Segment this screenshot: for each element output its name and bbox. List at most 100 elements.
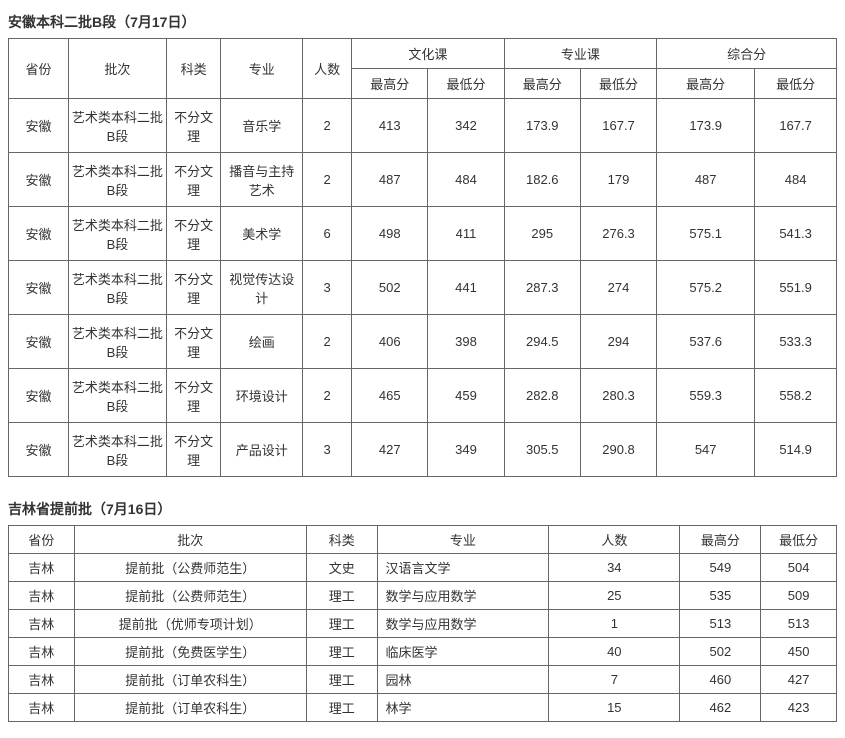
anhui-table: 省份 批次 科类 专业 人数 文化课 专业课 综合分 最高分 最低分 最高分 最…: [8, 38, 837, 477]
cell-count: 40: [549, 638, 680, 666]
cell-province: 安徽: [9, 261, 69, 315]
cell-major: 数学与应用数学: [377, 610, 549, 638]
cell-category: 文史: [306, 554, 377, 582]
cell-professional-max: 294.5: [504, 315, 580, 369]
table-row: 吉林提前批（订单农科生）理工园林7460427: [9, 666, 837, 694]
cell-min: 450: [761, 638, 837, 666]
cell-max: 502: [680, 638, 761, 666]
cell-batch: 艺术类本科二批B段: [68, 153, 166, 207]
header-culture-max: 最高分: [352, 69, 428, 99]
cell-culture-min: 349: [428, 423, 504, 477]
cell-major: 数学与应用数学: [377, 582, 549, 610]
header-batch: 批次: [74, 526, 306, 554]
cell-culture-max: 487: [352, 153, 428, 207]
header-culture-min: 最低分: [428, 69, 504, 99]
cell-professional-min: 294: [580, 315, 656, 369]
cell-batch: 艺术类本科二批B段: [68, 261, 166, 315]
cell-category: 不分文理: [166, 423, 220, 477]
cell-professional-min: 290.8: [580, 423, 656, 477]
cell-province: 安徽: [9, 315, 69, 369]
table-body: 安徽艺术类本科二批B段不分文理音乐学2413342173.9167.7173.9…: [9, 99, 837, 477]
header-culture-group: 文化课: [352, 39, 505, 69]
cell-batch: 提前批（公费师范生）: [74, 582, 306, 610]
cell-culture-max: 427: [352, 423, 428, 477]
jilin-table: 省份 批次 科类 专业 人数 最高分 最低分 吉林提前批（公费师范生）文史汉语言…: [8, 525, 837, 722]
header-professional-min: 最低分: [580, 69, 656, 99]
cell-category: 理工: [306, 638, 377, 666]
cell-culture-max: 413: [352, 99, 428, 153]
cell-composite-min: 558.2: [755, 369, 837, 423]
cell-province: 吉林: [9, 554, 75, 582]
header-min: 最低分: [761, 526, 837, 554]
cell-count: 3: [303, 261, 352, 315]
cell-category: 不分文理: [166, 369, 220, 423]
cell-category: 不分文理: [166, 315, 220, 369]
cell-batch: 艺术类本科二批B段: [68, 369, 166, 423]
cell-composite-max: 547: [657, 423, 755, 477]
header-composite-group: 综合分: [657, 39, 837, 69]
header-province: 省份: [9, 526, 75, 554]
table-row: 吉林提前批（公费师范生）理工数学与应用数学25535509: [9, 582, 837, 610]
table-body: 吉林提前批（公费师范生）文史汉语言文学34549504吉林提前批（公费师范生）理…: [9, 554, 837, 722]
cell-count: 7: [549, 666, 680, 694]
cell-max: 535: [680, 582, 761, 610]
table-header: 省份 批次 科类 专业 人数 最高分 最低分: [9, 526, 837, 554]
cell-province: 安徽: [9, 207, 69, 261]
header-professional-max: 最高分: [504, 69, 580, 99]
cell-major: 产品设计: [221, 423, 303, 477]
cell-province: 安徽: [9, 423, 69, 477]
cell-composite-max: 575.1: [657, 207, 755, 261]
header-province: 省份: [9, 39, 69, 99]
cell-culture-min: 459: [428, 369, 504, 423]
header-max: 最高分: [680, 526, 761, 554]
cell-batch: 艺术类本科二批B段: [68, 315, 166, 369]
cell-professional-max: 305.5: [504, 423, 580, 477]
cell-count: 2: [303, 153, 352, 207]
cell-count: 1: [549, 610, 680, 638]
table-row: 安徽艺术类本科二批B段不分文理播音与主持艺术2487484182.6179487…: [9, 153, 837, 207]
cell-count: 3: [303, 423, 352, 477]
cell-culture-max: 502: [352, 261, 428, 315]
cell-category: 不分文理: [166, 99, 220, 153]
cell-composite-min: 541.3: [755, 207, 837, 261]
cell-major: 环境设计: [221, 369, 303, 423]
cell-category: 不分文理: [166, 207, 220, 261]
header-batch: 批次: [68, 39, 166, 99]
cell-category: 理工: [306, 610, 377, 638]
cell-batch: 艺术类本科二批B段: [68, 207, 166, 261]
cell-count: 15: [549, 694, 680, 722]
table-row: 安徽艺术类本科二批B段不分文理美术学6498411295276.3575.154…: [9, 207, 837, 261]
cell-min: 504: [761, 554, 837, 582]
cell-batch: 艺术类本科二批B段: [68, 423, 166, 477]
cell-major: 视觉传达设计: [221, 261, 303, 315]
cell-culture-max: 465: [352, 369, 428, 423]
header-category: 科类: [166, 39, 220, 99]
cell-professional-max: 173.9: [504, 99, 580, 153]
cell-composite-min: 514.9: [755, 423, 837, 477]
cell-province: 吉林: [9, 582, 75, 610]
cell-province: 安徽: [9, 99, 69, 153]
section1-title: 安徽本科二批B段（7月17日）: [8, 12, 837, 32]
cell-province: 吉林: [9, 638, 75, 666]
cell-culture-min: 342: [428, 99, 504, 153]
cell-province: 安徽: [9, 369, 69, 423]
table-row: 安徽艺术类本科二批B段不分文理产品设计3427349305.5290.85475…: [9, 423, 837, 477]
cell-professional-min: 276.3: [580, 207, 656, 261]
table-row: 吉林提前批（免费医学生）理工临床医学40502450: [9, 638, 837, 666]
header-count: 人数: [303, 39, 352, 99]
cell-category: 理工: [306, 582, 377, 610]
cell-category: 理工: [306, 694, 377, 722]
header-major: 专业: [377, 526, 549, 554]
cell-culture-min: 484: [428, 153, 504, 207]
cell-culture-max: 498: [352, 207, 428, 261]
cell-category: 理工: [306, 666, 377, 694]
cell-category: 不分文理: [166, 153, 220, 207]
header-category: 科类: [306, 526, 377, 554]
cell-professional-max: 295: [504, 207, 580, 261]
cell-major: 临床医学: [377, 638, 549, 666]
cell-professional-max: 287.3: [504, 261, 580, 315]
cell-batch: 艺术类本科二批B段: [68, 99, 166, 153]
cell-professional-min: 179: [580, 153, 656, 207]
cell-count: 2: [303, 369, 352, 423]
cell-composite-max: 487: [657, 153, 755, 207]
